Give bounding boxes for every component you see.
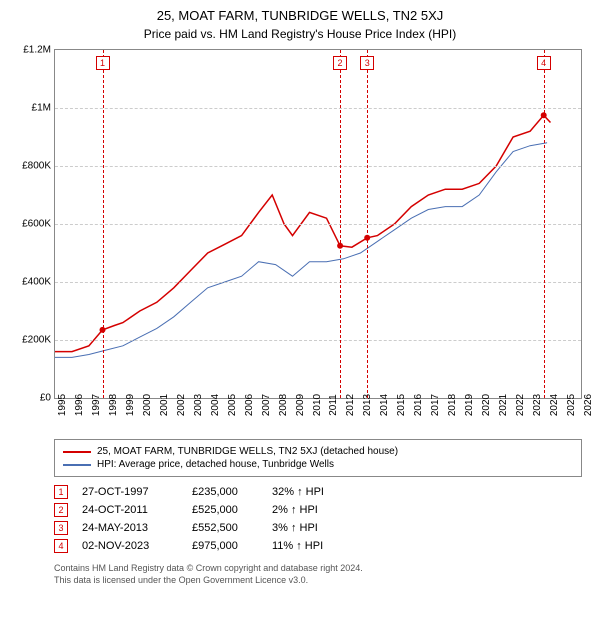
sale-date: 27-OCT-1997 (82, 486, 192, 498)
gridline (55, 108, 581, 109)
y-tick-label: £800K (22, 161, 51, 172)
chart-container: 25, MOAT FARM, TUNBRIDGE WELLS, TN2 5XJ … (0, 0, 600, 620)
sale-price: £235,000 (192, 486, 272, 498)
legend-row: 25, MOAT FARM, TUNBRIDGE WELLS, TN2 5XJ … (63, 446, 573, 457)
x-tick-label: 2004 (210, 394, 221, 416)
x-tick-label: 1996 (74, 394, 85, 416)
sale-diff: 3% ↑ HPI (272, 522, 352, 534)
sales-table: 127-OCT-1997£235,00032% ↑ HPI224-OCT-201… (54, 485, 588, 553)
x-tick-label: 2001 (159, 394, 170, 416)
x-tick-label: 2002 (176, 394, 187, 416)
y-tick-label: £0 (40, 393, 51, 404)
sale-marker-box: 3 (54, 521, 68, 535)
gridline (55, 224, 581, 225)
x-tick-label: 2010 (312, 394, 323, 416)
marker-box: 1 (96, 56, 110, 70)
marker-line (103, 50, 104, 398)
x-tick-label: 2020 (481, 394, 492, 416)
sale-date: 24-OCT-2011 (82, 504, 192, 516)
x-tick-label: 2025 (566, 394, 577, 416)
x-tick-label: 2024 (549, 394, 560, 416)
legend-label: 25, MOAT FARM, TUNBRIDGE WELLS, TN2 5XJ … (97, 446, 398, 457)
sale-marker-box: 2 (54, 503, 68, 517)
chart-title: 25, MOAT FARM, TUNBRIDGE WELLS, TN2 5XJ (12, 8, 588, 23)
sale-row: 4 02-NOV-2023£975,00011% ↑ HPI (54, 539, 588, 553)
plot-area: £0£200K£400K£600K£800K£1M£1.2M1234 (54, 49, 582, 399)
x-tick-label: 2019 (464, 394, 475, 416)
x-tick-label: 2022 (515, 394, 526, 416)
marker-line (367, 50, 368, 398)
x-tick-label: 2009 (295, 394, 306, 416)
legend-row: HPI: Average price, detached house, Tunb… (63, 459, 573, 470)
sale-diff: 2% ↑ HPI (272, 504, 352, 516)
marker-line (340, 50, 341, 398)
x-tick-label: 2008 (278, 394, 289, 416)
legend: 25, MOAT FARM, TUNBRIDGE WELLS, TN2 5XJ … (54, 439, 582, 477)
gridline (55, 340, 581, 341)
x-tick-label: 2011 (328, 394, 339, 416)
gridline (55, 166, 581, 167)
chart-subtitle: Price paid vs. HM Land Registry's House … (12, 27, 588, 41)
marker-box: 3 (360, 56, 374, 70)
x-tick-label: 1998 (108, 394, 119, 416)
x-tick-label: 2017 (430, 394, 441, 416)
x-axis-labels: 1995199619971998199920002001200220032004… (54, 399, 582, 439)
x-tick-label: 2013 (362, 394, 373, 416)
sale-marker-box: 4 (54, 539, 68, 553)
legend-swatch (63, 464, 91, 466)
x-tick-label: 2000 (142, 394, 153, 416)
y-tick-label: £1M (32, 103, 51, 114)
x-tick-label: 2006 (244, 394, 255, 416)
footer-line-1: Contains HM Land Registry data © Crown c… (54, 563, 588, 575)
footer: Contains HM Land Registry data © Crown c… (54, 563, 588, 586)
x-tick-label: 2005 (227, 394, 238, 416)
y-tick-label: £400K (22, 277, 51, 288)
x-tick-label: 1995 (57, 394, 68, 416)
sale-row: 3 24-MAY-2013£552,5003% ↑ HPI (54, 521, 588, 535)
x-tick-label: 2018 (447, 394, 458, 416)
x-tick-label: 2007 (261, 394, 272, 416)
sale-marker-box: 1 (54, 485, 68, 499)
sale-date: 24-MAY-2013 (82, 522, 192, 534)
x-tick-label: 2026 (583, 394, 594, 416)
x-tick-label: 2023 (532, 394, 543, 416)
x-tick-label: 2015 (396, 394, 407, 416)
sale-price: £552,500 (192, 522, 272, 534)
x-tick-label: 2016 (413, 394, 424, 416)
sale-price: £975,000 (192, 540, 272, 552)
legend-swatch (63, 451, 91, 453)
series-line (55, 115, 551, 351)
y-tick-label: £1.2M (23, 45, 51, 56)
sale-date: 02-NOV-2023 (82, 540, 192, 552)
x-tick-label: 2012 (345, 394, 356, 416)
sale-row: 2 24-OCT-2011£525,0002% ↑ HPI (54, 503, 588, 517)
x-tick-label: 1997 (91, 394, 102, 416)
x-tick-label: 2021 (498, 394, 509, 416)
sale-diff: 32% ↑ HPI (272, 486, 352, 498)
sale-row: 1 27-OCT-1997£235,00032% ↑ HPI (54, 485, 588, 499)
sale-diff: 11% ↑ HPI (272, 540, 352, 552)
y-tick-label: £600K (22, 219, 51, 230)
marker-line (544, 50, 545, 398)
marker-box: 2 (333, 56, 347, 70)
y-tick-label: £200K (22, 335, 51, 346)
x-tick-label: 2014 (379, 394, 390, 416)
gridline (55, 282, 581, 283)
legend-label: HPI: Average price, detached house, Tunb… (97, 459, 334, 470)
x-tick-label: 1999 (125, 394, 136, 416)
marker-box: 4 (537, 56, 551, 70)
sale-price: £525,000 (192, 504, 272, 516)
series-line (55, 143, 547, 358)
x-tick-label: 2003 (193, 394, 204, 416)
footer-line-2: This data is licensed under the Open Gov… (54, 575, 588, 587)
